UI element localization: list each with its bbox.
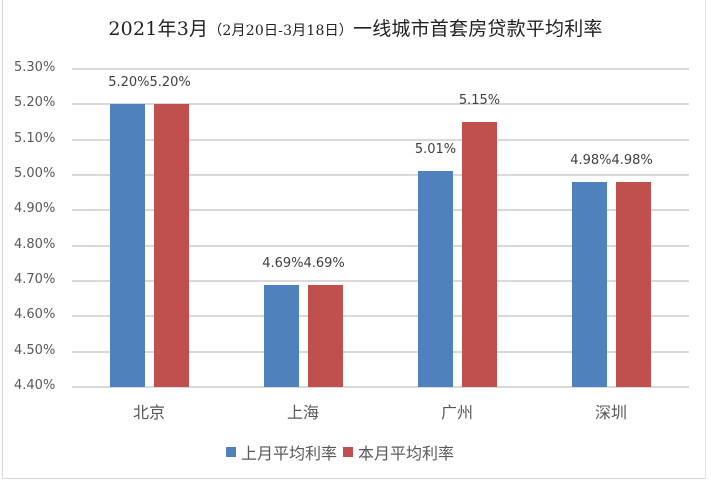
bar-this-month	[462, 122, 497, 387]
legend-swatch-icon	[226, 447, 236, 457]
x-axis-line	[72, 386, 689, 388]
x-tick-label: 广州	[440, 403, 473, 422]
bar-this-month	[154, 104, 189, 387]
y-tick-label: 4.60%	[14, 307, 56, 323]
y-tick-label: 4.50%	[14, 342, 56, 358]
gridline	[72, 174, 689, 176]
bar-this-month	[308, 284, 343, 387]
gridline	[72, 103, 689, 106]
x-tick-label: 北京	[132, 403, 165, 422]
data-label: 5.01%	[414, 142, 457, 158]
legend-label: 上月平均利率	[241, 444, 338, 463]
legend-label: 本月平均利率	[358, 444, 455, 463]
y-tick-label: 5.00%	[14, 166, 56, 181]
data-label: 4.98%4.98%	[570, 153, 653, 169]
gridline	[72, 68, 689, 70]
title-tail: 一线城市首套房贷款平均利率	[353, 18, 603, 40]
gridline	[72, 138, 689, 141]
data-label: 4.69%4.69%	[262, 255, 345, 271]
gridline	[72, 350, 689, 353]
gridline	[72, 209, 689, 212]
legend-item-this-month: 本月平均利率	[343, 440, 454, 464]
y-tick-label: 5.30%	[14, 60, 56, 75]
legend-item-last-month: 上月平均利率	[226, 440, 337, 464]
x-tick-label: 深圳	[594, 403, 627, 422]
y-tick-label: 5.20%	[14, 95, 56, 111]
chart-title: 2021年3月（2月20日-3月18日）一线城市首套房贷款平均利率	[0, 14, 711, 41]
title-main: 2021年3月	[108, 18, 209, 40]
title-date-range: （2月20日-3月18日）	[208, 23, 353, 39]
gridline	[72, 244, 689, 247]
legend: 上月平均利率 本月平均利率	[226, 441, 460, 463]
gridline	[72, 280, 689, 282]
bar-this-month	[616, 182, 651, 387]
y-tick-label: 4.80%	[14, 236, 56, 252]
y-tick-label: 4.90%	[14, 201, 56, 217]
bar-last-month	[110, 104, 145, 387]
data-label: 5.20%5.20%	[108, 75, 191, 91]
bar-last-month	[418, 171, 453, 387]
y-tick-label: 4.70%	[14, 272, 56, 287]
bar-last-month	[572, 182, 607, 387]
y-tick-label: 5.10%	[14, 130, 56, 146]
y-tick-label: 4.40%	[14, 378, 56, 393]
gridline	[72, 315, 689, 318]
legend-swatch-icon	[343, 447, 354, 457]
x-tick-label: 上海	[286, 403, 319, 422]
data-label: 5.15%	[458, 93, 501, 108]
bar-last-month	[264, 284, 299, 387]
